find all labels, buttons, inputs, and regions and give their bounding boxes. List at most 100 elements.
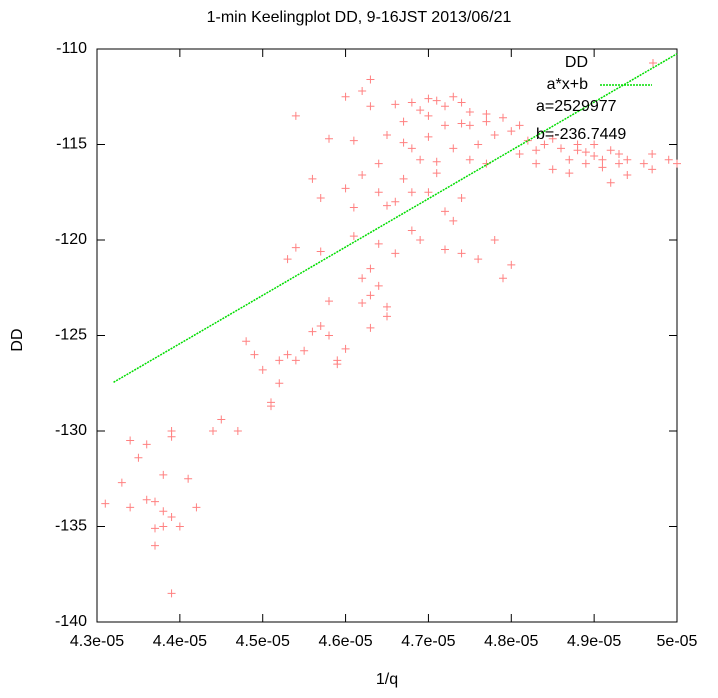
point xyxy=(101,499,110,508)
point xyxy=(391,100,400,109)
point xyxy=(209,427,217,435)
point xyxy=(383,201,391,210)
annotation: a=2529977 xyxy=(536,98,617,115)
point xyxy=(333,360,342,369)
point xyxy=(482,159,491,168)
point xyxy=(449,216,458,225)
point xyxy=(374,188,383,197)
point xyxy=(482,117,491,126)
point xyxy=(275,356,284,365)
point xyxy=(349,232,358,241)
point xyxy=(383,130,391,139)
x-tick-label: 4.4e-05 xyxy=(153,633,207,650)
point xyxy=(341,184,350,193)
y-tick-label: -130 xyxy=(55,422,87,439)
fit-line xyxy=(113,53,678,383)
point xyxy=(358,274,367,283)
point xyxy=(432,157,441,166)
point xyxy=(465,121,474,130)
point xyxy=(341,344,350,353)
point xyxy=(391,197,400,206)
point xyxy=(606,178,615,187)
point xyxy=(308,174,317,183)
point xyxy=(424,94,433,103)
point xyxy=(416,106,425,115)
point xyxy=(167,432,176,441)
point xyxy=(648,165,657,174)
point xyxy=(532,159,541,168)
point xyxy=(457,119,466,128)
point xyxy=(134,453,143,462)
x-tick-label: 4.8e-05 xyxy=(484,633,538,650)
point xyxy=(399,117,408,126)
point xyxy=(474,255,483,264)
point xyxy=(424,132,433,141)
legend-swatch xyxy=(649,59,657,67)
point xyxy=(639,159,648,168)
point xyxy=(565,169,574,178)
point xyxy=(217,415,226,424)
point xyxy=(358,299,367,308)
point xyxy=(366,102,375,111)
y-tick-label: -135 xyxy=(55,518,87,535)
point xyxy=(159,522,168,531)
point xyxy=(142,440,151,449)
point xyxy=(416,155,425,164)
point xyxy=(664,155,673,164)
point xyxy=(267,398,275,407)
point xyxy=(490,236,499,244)
point xyxy=(557,144,565,153)
point xyxy=(606,146,615,155)
point xyxy=(507,260,516,269)
point xyxy=(515,121,524,130)
point xyxy=(258,365,267,374)
point xyxy=(283,255,292,264)
point xyxy=(291,356,300,365)
point xyxy=(441,102,449,111)
point xyxy=(325,331,333,340)
y-axis-label: DD xyxy=(9,328,26,351)
point xyxy=(598,163,607,172)
point xyxy=(507,127,516,136)
point xyxy=(548,165,557,174)
point xyxy=(523,136,532,145)
point xyxy=(151,541,159,550)
point xyxy=(532,146,541,155)
point xyxy=(366,291,375,300)
point xyxy=(457,249,466,258)
point xyxy=(457,98,466,107)
point xyxy=(275,379,284,388)
point xyxy=(349,203,358,212)
x-tick-label: 4.5e-05 xyxy=(236,633,290,650)
point xyxy=(366,75,375,84)
point xyxy=(159,507,168,516)
x-axis-label: 1/q xyxy=(376,671,398,688)
point xyxy=(449,92,458,101)
point xyxy=(565,155,574,164)
point xyxy=(151,497,159,506)
point xyxy=(316,193,325,202)
point xyxy=(366,264,375,273)
point xyxy=(441,121,449,130)
point xyxy=(358,171,367,180)
point xyxy=(358,87,367,96)
point xyxy=(300,346,309,355)
point xyxy=(441,245,449,254)
point xyxy=(474,140,483,149)
point xyxy=(482,109,491,118)
point xyxy=(233,427,242,435)
point xyxy=(142,495,151,504)
point xyxy=(383,312,391,321)
point xyxy=(581,148,590,157)
y-tick-label: -115 xyxy=(56,136,87,153)
point xyxy=(441,207,449,216)
point xyxy=(615,159,623,168)
point xyxy=(291,243,300,252)
y-tick-label: -120 xyxy=(55,231,87,248)
point xyxy=(383,302,391,311)
point xyxy=(432,169,441,178)
point xyxy=(399,138,408,147)
point xyxy=(581,159,590,168)
point xyxy=(548,134,557,143)
